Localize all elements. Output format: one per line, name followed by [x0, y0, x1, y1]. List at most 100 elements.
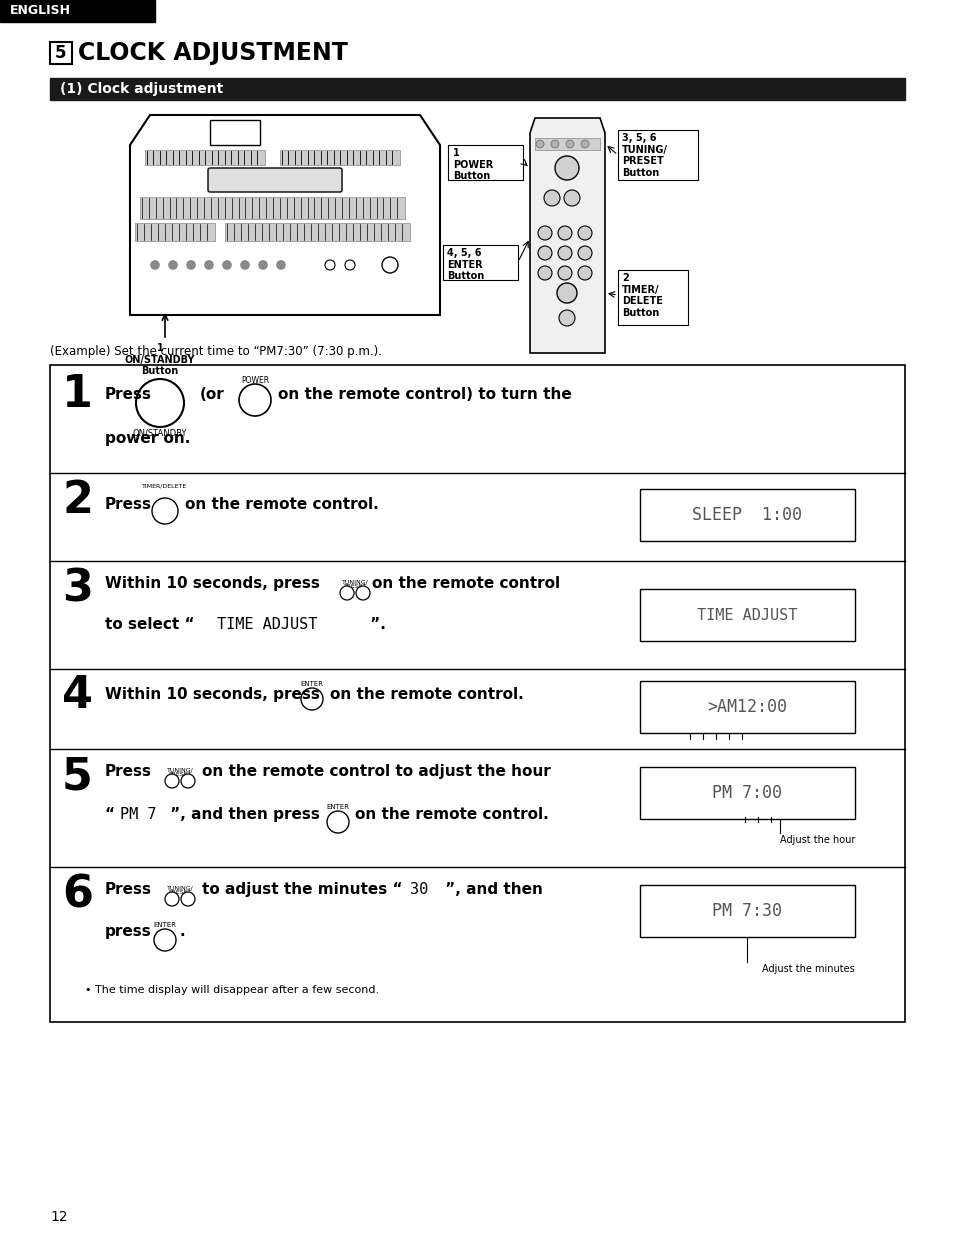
Bar	[639, 682, 854, 734]
Bar	[639, 767, 854, 819]
Circle shape	[169, 261, 177, 268]
Circle shape	[301, 688, 323, 710]
Circle shape	[578, 266, 592, 280]
Circle shape	[165, 892, 179, 905]
Circle shape	[537, 226, 552, 240]
Circle shape	[152, 499, 178, 524]
Circle shape	[181, 892, 194, 905]
Bar	[145, 150, 265, 165]
Text: (or: (or	[200, 387, 225, 402]
Text: PRESET: PRESET	[168, 772, 192, 777]
Bar	[535, 139, 599, 150]
Circle shape	[339, 586, 354, 600]
Text: ”.: ”.	[365, 617, 385, 632]
Bar	[618, 130, 698, 181]
Polygon shape	[130, 115, 439, 315]
Circle shape	[578, 246, 592, 260]
Polygon shape	[210, 120, 260, 145]
Circle shape	[151, 261, 159, 268]
Text: 5: 5	[62, 755, 92, 798]
Circle shape	[355, 586, 370, 600]
Text: >AM12:00: >AM12:00	[707, 698, 786, 716]
Text: ON/STANDBY: ON/STANDBY	[132, 429, 187, 438]
Text: on the remote control to adjust the hour: on the remote control to adjust the hour	[202, 764, 550, 779]
Circle shape	[345, 260, 355, 270]
Circle shape	[239, 383, 271, 416]
Text: Adjust the hour: Adjust the hour	[779, 835, 854, 845]
Text: TIME ADJUST: TIME ADJUST	[697, 607, 797, 622]
Circle shape	[558, 246, 572, 260]
Circle shape	[258, 261, 267, 268]
Text: TUNING/: TUNING/	[167, 886, 193, 891]
Text: 1
POWER
Button: 1 POWER Button	[453, 148, 493, 181]
Text: on the remote control.: on the remote control.	[355, 807, 548, 823]
Text: 5: 5	[55, 45, 67, 62]
Circle shape	[381, 257, 397, 273]
Text: PRESET: PRESET	[343, 584, 366, 589]
Text: TUNING/: TUNING/	[167, 768, 193, 773]
Circle shape	[136, 379, 184, 427]
Text: • The time display will disappear after a few second.: • The time display will disappear after …	[85, 985, 378, 995]
Circle shape	[563, 190, 579, 207]
Text: ENGLISH: ENGLISH	[10, 5, 71, 17]
Circle shape	[557, 283, 577, 303]
Text: POWER: POWER	[241, 376, 269, 385]
Text: to select “: to select “	[105, 617, 199, 632]
Text: 3, 5, 6
TUNING/
PRESET
Button: 3, 5, 6 TUNING/ PRESET Button	[621, 134, 667, 178]
Text: +: +	[184, 776, 192, 785]
Text: 2
TIMER/
DELETE
Button: 2 TIMER/ DELETE Button	[621, 273, 662, 318]
Text: −: −	[168, 894, 176, 904]
Circle shape	[565, 140, 574, 148]
Circle shape	[537, 266, 552, 280]
Bar	[140, 197, 405, 219]
Text: PM 7: PM 7	[120, 807, 156, 823]
Circle shape	[187, 261, 194, 268]
Text: TUNING/: TUNING/	[341, 580, 368, 585]
Text: to adjust the minutes “: to adjust the minutes “	[202, 882, 407, 897]
Text: Press: Press	[105, 497, 152, 512]
Circle shape	[241, 261, 249, 268]
Circle shape	[558, 226, 572, 240]
Text: ENTER: ENTER	[326, 804, 349, 810]
Text: ENTER: ENTER	[153, 922, 176, 928]
Text: 4, 5, 6
ENTER
Button: 4, 5, 6 ENTER Button	[447, 247, 484, 281]
Text: on the remote control.: on the remote control.	[330, 687, 523, 703]
Bar	[50, 78, 904, 100]
Text: 2: 2	[62, 479, 92, 522]
Circle shape	[327, 811, 349, 833]
Bar	[135, 223, 214, 241]
Circle shape	[325, 260, 335, 270]
Text: −: −	[168, 776, 176, 785]
Bar	[618, 270, 687, 325]
Circle shape	[580, 140, 588, 148]
Text: 1: 1	[62, 374, 92, 416]
Text: (1) Clock adjustment: (1) Clock adjustment	[60, 82, 223, 96]
Text: TIMER/DELETE: TIMER/DELETE	[142, 484, 188, 489]
Circle shape	[276, 261, 285, 268]
Circle shape	[536, 140, 543, 148]
Text: +: +	[184, 894, 192, 904]
Text: 6: 6	[62, 873, 92, 917]
Text: Within 10 seconds, press: Within 10 seconds, press	[105, 687, 319, 703]
Circle shape	[165, 774, 179, 788]
Text: (Example) Set the current time to “PM7:30” (7:30 p.m.).: (Example) Set the current time to “PM7:3…	[50, 345, 381, 357]
Bar	[639, 489, 854, 541]
Text: SLEEP  1:00: SLEEP 1:00	[692, 506, 801, 524]
FancyBboxPatch shape	[208, 168, 341, 192]
Circle shape	[578, 226, 592, 240]
Text: PM 7:00: PM 7:00	[712, 784, 781, 802]
Text: 4: 4	[62, 674, 92, 717]
Circle shape	[205, 261, 213, 268]
Text: on the remote control: on the remote control	[372, 576, 559, 591]
Circle shape	[558, 310, 575, 327]
Text: PM 7:30: PM 7:30	[712, 902, 781, 920]
Polygon shape	[530, 118, 604, 353]
Text: press: press	[105, 924, 152, 939]
Bar	[442, 245, 517, 280]
Text: power on.: power on.	[105, 430, 191, 447]
Text: .: .	[180, 924, 186, 939]
Text: +: +	[358, 588, 367, 597]
Circle shape	[153, 929, 175, 951]
Bar	[448, 145, 522, 181]
Text: CLOCK ADJUSTMENT: CLOCK ADJUSTMENT	[78, 41, 348, 66]
